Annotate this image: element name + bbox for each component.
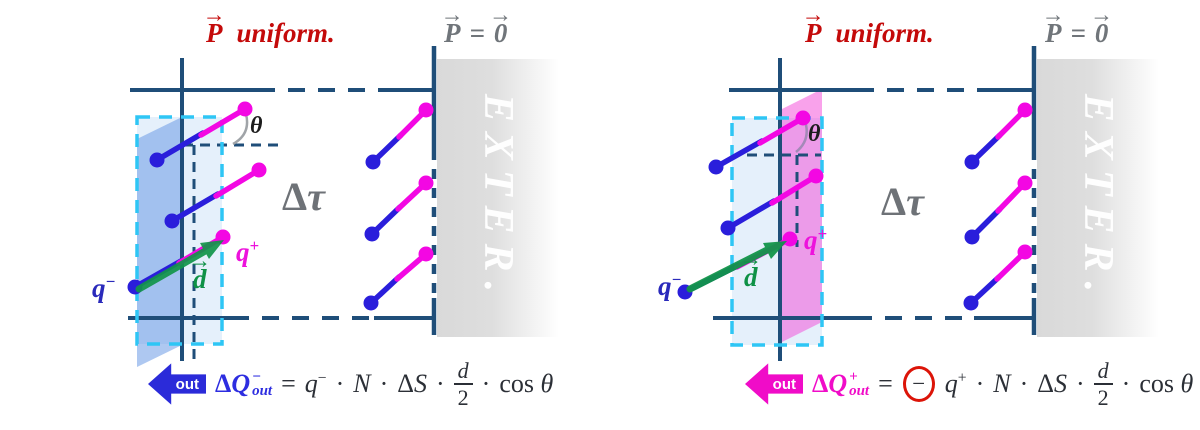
positive-charge-label: q+	[804, 224, 828, 255]
density-term: N	[993, 369, 1011, 398]
out-label: out	[175, 375, 199, 393]
out-label: out	[772, 375, 796, 393]
out-arrow-icon: out	[745, 363, 803, 405]
swept-slab-negative	[137, 117, 182, 367]
dipole	[365, 102, 434, 170]
half-displacement-fraction: d 2	[1093, 359, 1113, 409]
volume-element-label: Δτ	[881, 179, 924, 224]
dot-operator: ·	[379, 369, 389, 398]
dot-operator: ·	[975, 369, 985, 398]
dot-operator: ·	[436, 369, 445, 398]
displacement-label: d →	[739, 245, 763, 292]
swept-slab-positive	[780, 89, 822, 343]
charge-term: q+	[944, 369, 967, 398]
right-panel-diagram	[677, 46, 1037, 361]
dot-operator: ·	[481, 369, 491, 398]
vector-arrow-icon: →	[1041, 1, 1065, 27]
equals-sign: =	[281, 369, 296, 398]
out-arrow-icon: out	[148, 363, 206, 405]
volume-element-label: Δτ	[282, 174, 325, 219]
p-vector-symbol: P →	[1041, 1, 1065, 48]
p-vector-symbol: P →	[801, 1, 825, 48]
theta-angle-arc	[232, 113, 249, 146]
positive-charge-label: q+	[236, 236, 260, 267]
dot-operator: ·	[335, 369, 345, 398]
zero-vector-symbol: 0 →	[1090, 1, 1114, 48]
half-displacement-fraction: d 2	[453, 359, 473, 409]
exterior-label: EXTER.	[1075, 93, 1121, 303]
dipole	[364, 175, 434, 242]
p-vector-symbol: P →	[440, 1, 464, 48]
dot-operator: ·	[1019, 369, 1029, 398]
p-vector-symbol: P →	[202, 1, 226, 48]
dipole	[363, 246, 434, 311]
displacement-label: d →	[188, 247, 212, 294]
zero-polarization-label: P → = 0 →	[440, 1, 513, 48]
dipole	[149, 101, 253, 168]
vector-arrow-icon: →	[202, 1, 226, 27]
right-panel-structure	[713, 46, 1037, 361]
dipole	[963, 244, 1033, 311]
dipole	[720, 168, 824, 236]
equals-sign: =	[469, 18, 485, 48]
dipole	[964, 102, 1033, 170]
zero-polarization-label: P → = 0 →	[1041, 1, 1114, 48]
surface-term: ΔS	[397, 369, 427, 398]
dipole	[164, 162, 267, 229]
cosine-term: cos θ	[1139, 369, 1194, 398]
uniform-label: uniform.	[236, 18, 335, 48]
surface-term: ΔS	[1037, 369, 1067, 398]
surface-element-dashed-box	[730, 116, 824, 347]
cosine-term: cos θ	[499, 369, 554, 398]
theta-label: θ	[250, 113, 263, 139]
uniform-label: uniform.	[835, 18, 934, 48]
exterior-band: EXTER.	[437, 59, 559, 337]
dipole	[964, 175, 1033, 245]
displacement-arrow	[135, 240, 224, 293]
left-panel-dipoles	[127, 101, 434, 311]
left-panel-diagram	[127, 46, 437, 367]
charge-term: q−	[304, 369, 327, 398]
vector-arrow-icon: →	[188, 247, 212, 273]
zero-vector-symbol: 0 →	[489, 1, 513, 48]
vector-arrow-icon: →	[739, 245, 763, 271]
polarization-title: P → uniform.	[202, 1, 335, 48]
displacement-arrow	[686, 241, 787, 293]
vector-arrow-icon: →	[1090, 1, 1114, 27]
equals-sign: =	[878, 369, 893, 398]
vector-arrow-icon: →	[801, 1, 825, 27]
vector-arrow-icon: →	[440, 1, 464, 27]
theta-label: θ	[808, 121, 821, 147]
circled-minus-sign: −	[902, 366, 935, 402]
negative-charge-label: q−	[658, 270, 682, 301]
dot-operator: ·	[1121, 369, 1131, 398]
vector-arrow-icon: →	[489, 1, 513, 27]
polarization-title: P → uniform.	[801, 1, 934, 48]
negative-charge-label: q−	[92, 272, 116, 303]
equals-sign: =	[1070, 18, 1086, 48]
exterior-band: EXTER.	[1037, 59, 1159, 337]
exterior-label: EXTER.	[475, 93, 521, 303]
dipole	[708, 110, 811, 175]
dot-operator: ·	[1076, 369, 1085, 398]
density-term: N	[353, 369, 371, 398]
